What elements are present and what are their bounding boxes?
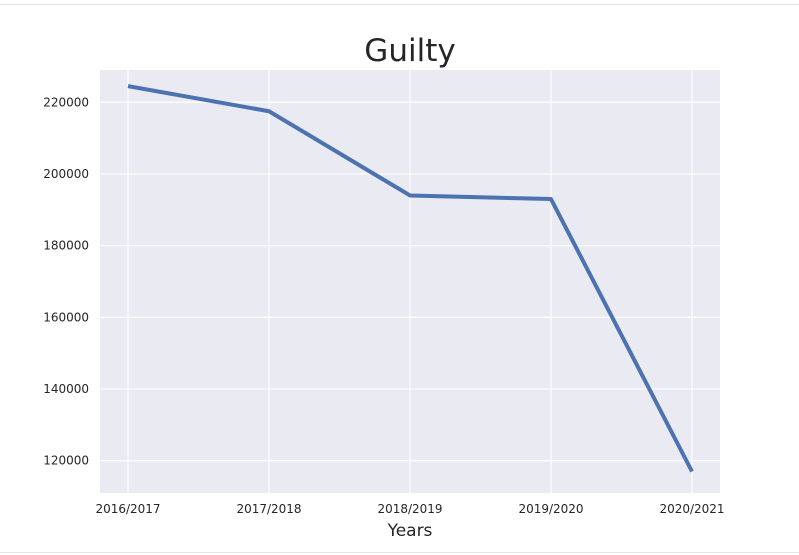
- series-line: [127, 84, 694, 473]
- y-tick-label: 200000: [43, 167, 89, 181]
- y-tick-label: 180000: [43, 239, 89, 253]
- x-tick-label: 2020/2021: [659, 502, 724, 516]
- y-tick-label: 160000: [43, 310, 89, 324]
- x-axis-label: Years: [387, 521, 433, 541]
- x-tick-label: 2018/2019: [377, 502, 442, 516]
- top-border: [0, 4, 799, 5]
- x-tick-label: 2017/2018: [236, 502, 301, 516]
- series-group: [127, 84, 694, 473]
- bottom-border: [0, 552, 799, 553]
- y-tick-label: 120000: [43, 454, 89, 468]
- y-tick-label: 140000: [43, 382, 89, 396]
- chart-title: Guilty: [364, 33, 455, 69]
- x-tick-label: 2019/2020: [518, 502, 583, 516]
- y-tick-label: 220000: [43, 95, 89, 109]
- x-tick-label: 2016/2017: [95, 502, 160, 516]
- grid-lines: [100, 70, 720, 493]
- y-axis-ticks: 120000 140000 160000 180000 200000 220000: [43, 95, 89, 467]
- x-axis-ticks: 2016/2017 2017/2018 2018/2019 2019/2020 2020…: [95, 502, 724, 516]
